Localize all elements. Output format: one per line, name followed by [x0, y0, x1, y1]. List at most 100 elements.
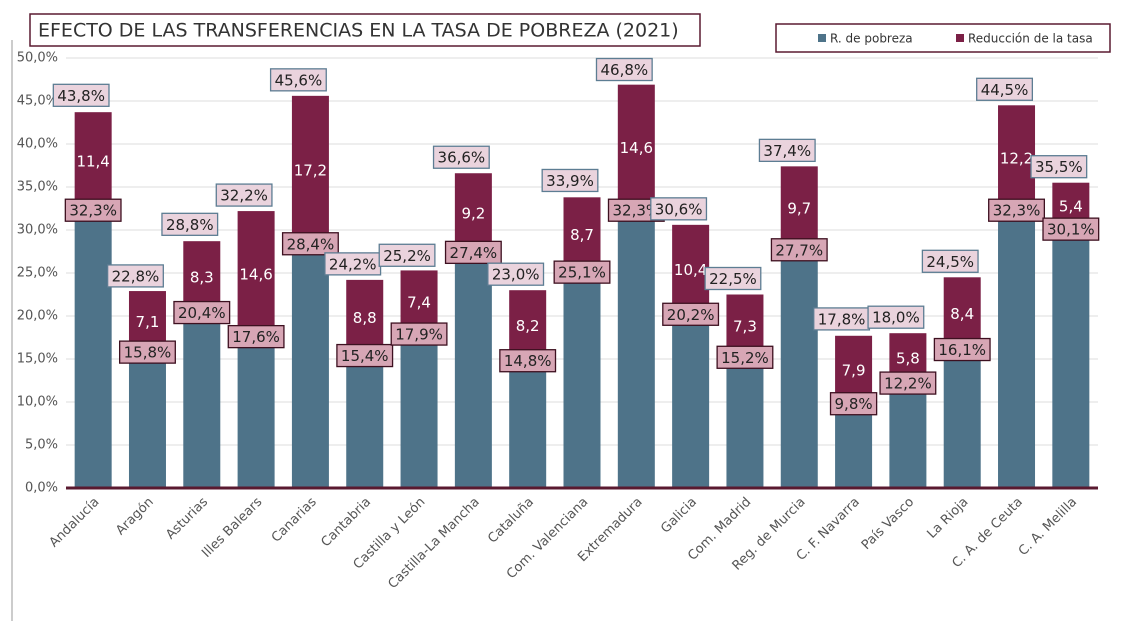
- base-label-box: [553, 260, 611, 284]
- base-label-box: [173, 300, 231, 325]
- base-label-box: [879, 371, 937, 395]
- base-label: 30,1%: [1047, 221, 1095, 239]
- title-box: [29, 13, 701, 47]
- x-tick-label: Castilla-La Mancha: [385, 495, 482, 592]
- bar-segment: [74, 112, 112, 211]
- bar-segment: [183, 241, 221, 313]
- base-label-box: [770, 238, 828, 262]
- total-label: 32,2%: [220, 187, 268, 205]
- total-label: 45,6%: [275, 71, 323, 89]
- base-label-box: [716, 345, 774, 369]
- x-tick-label: Galicia: [658, 495, 700, 537]
- y-tick-label: 45,0%: [17, 94, 58, 109]
- total-label-box: [52, 83, 110, 107]
- y-tick-label: 30,0%: [17, 223, 58, 238]
- total-label: 17,8%: [818, 310, 866, 328]
- x-tick-label: C. A. Melilla: [1016, 495, 1080, 559]
- bar-segment: [889, 383, 927, 488]
- legend-box: [775, 23, 1111, 53]
- base-label: 14,8%: [504, 352, 552, 370]
- y-tick-label: 40,0%: [17, 137, 58, 152]
- bar-segment: [291, 243, 329, 488]
- total-label: 25,2%: [383, 247, 431, 265]
- x-label-group: Castilla-La Mancha: [385, 495, 482, 592]
- x-label-group: Asturias: [163, 495, 211, 543]
- total-label: 44,5%: [981, 81, 1029, 99]
- base-label: 32,3%: [993, 202, 1041, 220]
- base-label-box: [64, 198, 122, 222]
- y-tick-label: 35,0%: [17, 180, 58, 195]
- x-tick-label: La Rioja: [924, 495, 971, 542]
- base-label: 20,4%: [178, 304, 226, 322]
- base-label: 15,4%: [341, 347, 389, 365]
- base-label-box: [444, 240, 502, 265]
- y-tick-label: 25,0%: [17, 266, 58, 281]
- legend-label: R. de pobreza: [830, 32, 913, 46]
- total-label: 36,6%: [438, 149, 486, 167]
- bar-segment: [346, 355, 384, 488]
- bar-segment: [400, 334, 438, 488]
- x-tick-label: Cataluña: [485, 495, 537, 547]
- total-label-box: [595, 57, 653, 82]
- total-label-box: [487, 262, 545, 286]
- reduction-label: 8,4: [950, 305, 974, 323]
- bar-segment: [74, 210, 112, 488]
- reduction-label: 7,1: [136, 313, 160, 331]
- total-label: 18,0%: [872, 309, 920, 327]
- bar-segment: [291, 95, 329, 244]
- total-label: 24,2%: [329, 255, 377, 273]
- bar-segment: [183, 312, 221, 488]
- base-label: 9,8%: [835, 395, 873, 413]
- base-label-box: [988, 198, 1046, 222]
- x-tick-label: Andalucía: [47, 495, 103, 551]
- y-tick-label: 0,0%: [25, 481, 58, 496]
- total-label: 43,8%: [57, 87, 105, 105]
- y-tick-label: 10,0%: [17, 395, 58, 410]
- x-label-group: Cantabria: [319, 495, 375, 551]
- reduction-label: 9,2: [461, 204, 485, 222]
- reduction-label: 10,4: [674, 261, 707, 279]
- base-label: 20,2%: [667, 306, 715, 324]
- total-label-box: [867, 305, 925, 329]
- x-tick-label: País Vasco: [859, 495, 917, 553]
- bar-segment: [943, 349, 981, 488]
- total-label-box: [215, 183, 273, 207]
- total-label: 22,5%: [709, 270, 757, 288]
- base-label: 32,3%: [69, 202, 117, 220]
- total-label-box: [1030, 155, 1088, 179]
- total-label-box: [976, 77, 1034, 101]
- bar-segment: [780, 166, 818, 250]
- bar-segment: [1052, 229, 1090, 488]
- base-label: 16,1%: [938, 341, 986, 359]
- bar-segment: [128, 352, 166, 488]
- total-label: 24,5%: [926, 253, 974, 271]
- base-label: 17,6%: [232, 328, 280, 346]
- base-label: 12,2%: [884, 375, 932, 393]
- total-label: 23,0%: [492, 266, 540, 284]
- chart-title: EFECTO DE LAS TRANSFERENCIAS EN LA TASA …: [38, 20, 679, 42]
- total-label-box: [106, 264, 164, 288]
- x-label-group: Cataluña: [485, 495, 537, 547]
- x-label-group: País Vasco: [859, 495, 917, 553]
- base-label: 27,7%: [775, 241, 823, 259]
- reduction-label: 7,3: [733, 317, 757, 335]
- bar-segment: [617, 210, 655, 488]
- bar-segment: [672, 224, 710, 315]
- total-label-box: [161, 212, 219, 236]
- bar-segment: [835, 403, 873, 488]
- base-label: 25,1%: [558, 264, 606, 282]
- total-label: 22,8%: [112, 267, 160, 285]
- bar-segment: [563, 197, 601, 273]
- x-label-group: Aragón: [113, 495, 157, 539]
- base-label: 32,3%: [612, 202, 660, 220]
- total-label-box: [378, 243, 436, 267]
- reduction-label: 9,7: [787, 200, 811, 218]
- x-label-group: C. A. Melilla: [1016, 495, 1080, 559]
- reduction-label: 12,2: [1000, 149, 1033, 167]
- total-label: 35,5%: [1035, 158, 1083, 176]
- reduction-label: 17,2: [294, 161, 327, 179]
- total-label: 28,8%: [166, 216, 214, 234]
- bar-segment: [617, 84, 655, 211]
- base-label-box: [933, 337, 991, 362]
